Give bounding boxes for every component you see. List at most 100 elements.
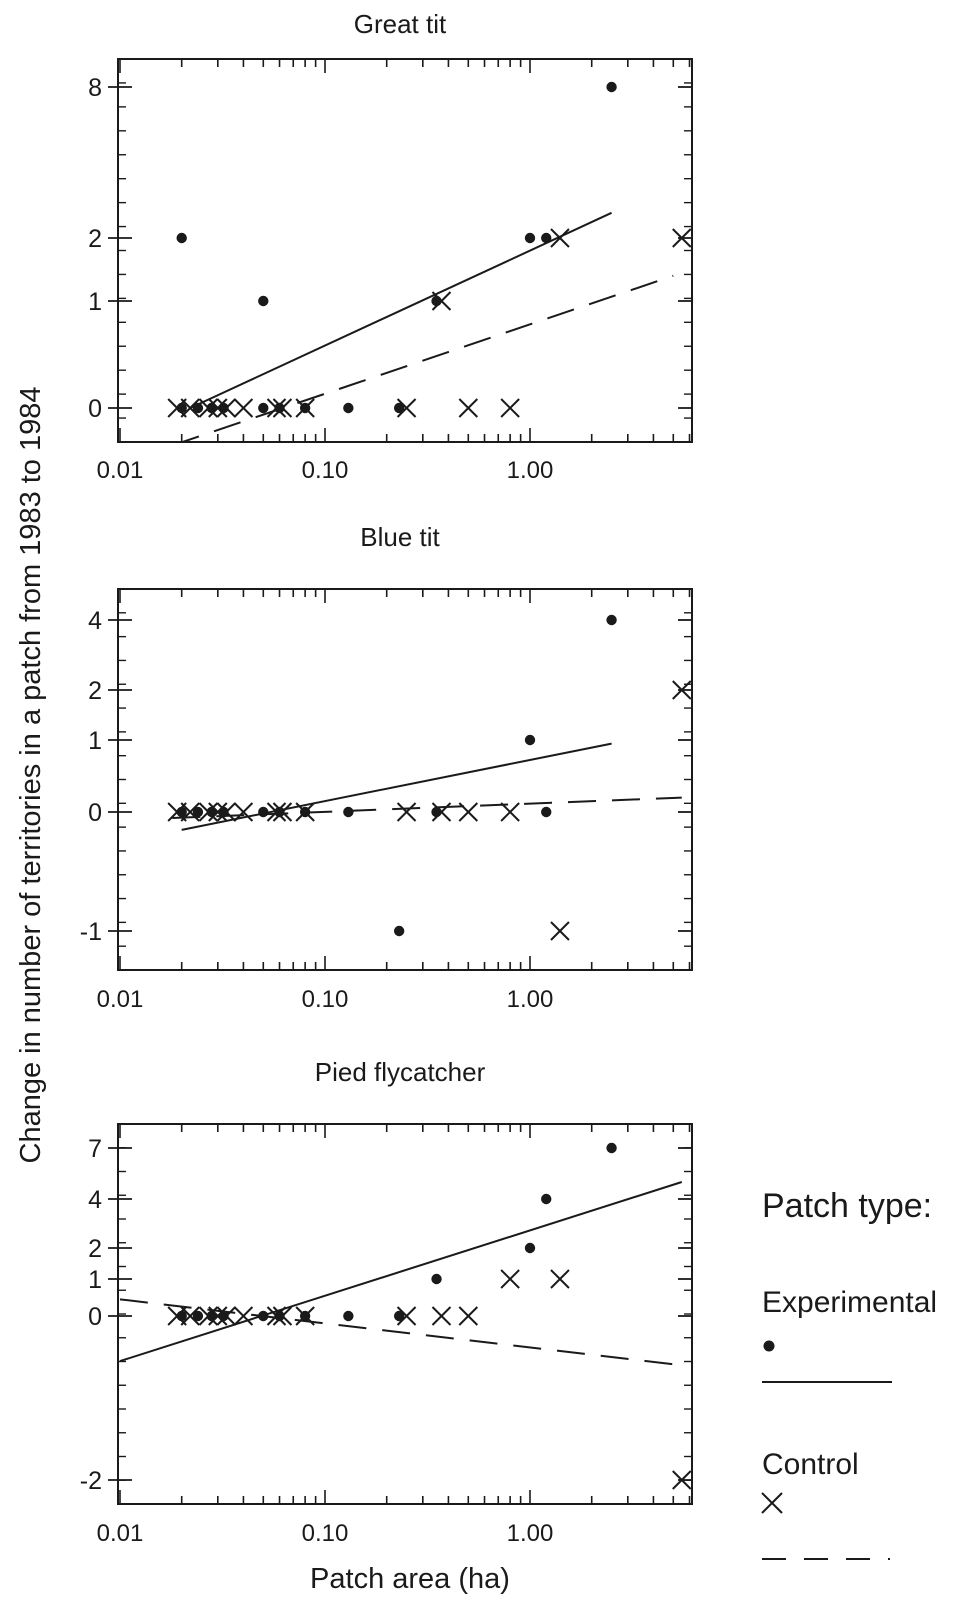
control-point: [396, 1306, 417, 1326]
panel-title: Pied flycatcher: [315, 1057, 486, 1087]
experimental-point: [258, 806, 269, 818]
legend-experimental-dot-marker: [763, 1340, 775, 1352]
control-point: [396, 398, 417, 418]
x-tick-label: 1.00: [507, 457, 554, 484]
experimental-point: [176, 232, 187, 244]
control-point: [266, 1306, 287, 1326]
control-point: [458, 1306, 478, 1326]
control-point: [431, 291, 452, 311]
x-axis-label: Patch area (ha): [310, 1563, 510, 1595]
y-tick-label: -1: [80, 918, 102, 946]
y-tick-label: 8: [88, 74, 102, 102]
control-point: [233, 1306, 254, 1326]
control-point: [672, 228, 692, 248]
x-tick-label: 1.00: [507, 986, 554, 1013]
experimental-point: [343, 402, 354, 414]
y-tick-label: 1: [88, 1266, 102, 1294]
experimental-point: [606, 614, 617, 626]
experimental-point: [274, 806, 285, 818]
control-point: [500, 802, 520, 822]
control-point: [431, 802, 452, 822]
control-point: [550, 1269, 570, 1289]
x-tick-label: 0.01: [97, 1520, 144, 1547]
experimental-point: [524, 1242, 536, 1254]
legend-control-label: Control: [762, 1448, 859, 1481]
panel-blue-tit: Blue tit 0.01 0.10 1.00 -1 0 1 2 4: [80, 522, 693, 1013]
control-point: [272, 1306, 293, 1326]
control-point: [550, 921, 570, 941]
experimental-point: [393, 402, 405, 414]
experimental-point: [524, 232, 536, 244]
control-point: [180, 1306, 200, 1326]
control-point: [295, 1306, 315, 1326]
control-fit-line: [179, 274, 674, 442]
control-point: [198, 398, 219, 418]
experimental-point: [192, 806, 204, 818]
legend-experimental-label: Experimental: [762, 1286, 937, 1319]
experimental-fit-line: [181, 742, 612, 831]
plot-frame: [117, 58, 693, 443]
control-point: [180, 802, 200, 822]
control-point: [216, 802, 237, 822]
experimental-point: [541, 806, 552, 818]
experimental-point: [431, 1273, 442, 1285]
legend-control-cross-marker: [761, 1492, 783, 1514]
legend: Patch type: Experimental Control: [761, 1187, 937, 1560]
panel-title: Blue tit: [360, 522, 440, 552]
experimental-point: [393, 925, 405, 937]
control-point: [500, 1269, 520, 1289]
y-tick-label: 1: [88, 288, 102, 316]
control-point: [272, 802, 293, 822]
y-axis-label: Change in number of territories in a pat…: [15, 386, 47, 1163]
control-point: [216, 398, 237, 418]
y-tick-label: 7: [88, 1135, 102, 1163]
experimental-point: [258, 402, 269, 414]
control-point: [208, 802, 228, 822]
y-tick-label: 2: [88, 225, 102, 253]
experimental-point: [192, 402, 204, 414]
x-tick-label: 0.10: [302, 986, 349, 1013]
experimental-point: [274, 402, 285, 414]
control-point: [216, 1306, 237, 1326]
control-point: [672, 680, 692, 700]
control-point: [198, 1306, 219, 1326]
experimental-point: [343, 806, 354, 818]
y-tick-label: 0: [88, 1303, 102, 1331]
control-point: [180, 398, 200, 418]
y-tick-label: 0: [88, 799, 102, 827]
control-point: [233, 802, 254, 822]
x-tick-label: 0.10: [302, 1520, 349, 1547]
experimental-point: [258, 1310, 269, 1322]
control-point: [266, 802, 287, 822]
experimental-point: [192, 1310, 204, 1322]
experimental-point: [393, 1310, 405, 1322]
y-tick-label: 1: [88, 727, 102, 755]
control-point: [208, 1306, 228, 1326]
control-point: [458, 802, 478, 822]
experimental-point: [606, 81, 617, 93]
plot-frame: [117, 588, 693, 971]
control-point: [431, 1306, 452, 1326]
panel-title: Great tit: [354, 9, 447, 39]
control-point: [396, 802, 417, 822]
y-tick-label: 4: [88, 607, 102, 635]
experimental-point: [343, 1310, 354, 1322]
experimental-point: [524, 734, 536, 746]
control-point: [672, 1470, 692, 1490]
experimental-fit-line: [189, 211, 612, 409]
experimental-point: [274, 1310, 285, 1322]
x-tick-label: 0.10: [302, 457, 349, 484]
control-point: [295, 802, 315, 822]
control-point: [272, 398, 293, 418]
control-point: [208, 398, 228, 418]
experimental-point: [541, 232, 552, 244]
control-point: [266, 398, 287, 418]
y-tick-label: 2: [88, 1235, 102, 1263]
x-tick-label: 0.01: [97, 986, 144, 1013]
experimental-point: [258, 295, 269, 307]
control-point: [233, 398, 254, 418]
y-tick-label: 2: [88, 677, 102, 705]
control-point: [550, 228, 570, 248]
experimental-point: [606, 1142, 617, 1154]
